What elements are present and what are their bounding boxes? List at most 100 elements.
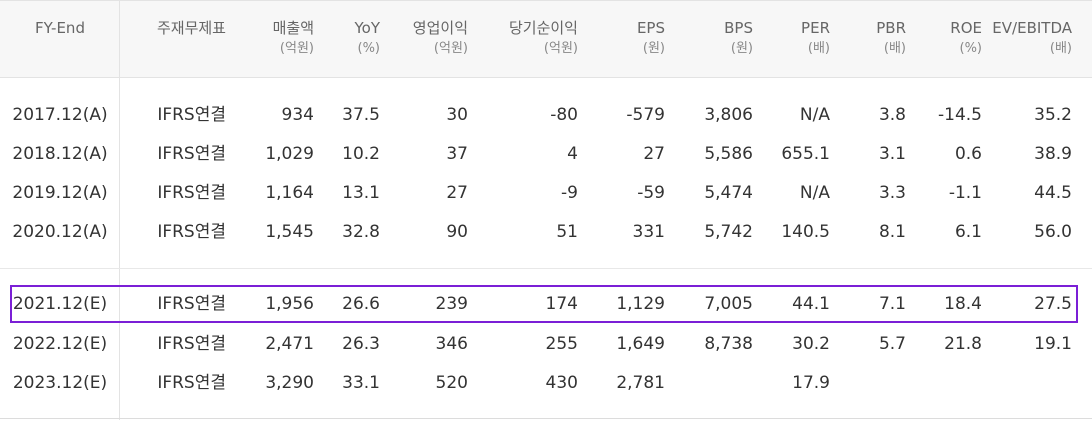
header-operating-income: 영업이익 (억원) (388, 17, 468, 59)
header-unit: (배) (807, 41, 830, 56)
cell-net-income: -9 (561, 183, 578, 203)
cell-statement-type: IFRS연결 (157, 105, 226, 125)
cell-net-income: 430 (545, 373, 578, 393)
cell-yoy: 32.8 (342, 222, 380, 242)
cell-per: 44.1 (792, 294, 830, 314)
table-row: 2019.12(A) IFRS연결 1,164 13.1 27 -9 -59 5… (0, 174, 1092, 212)
cell-roe: 18.4 (944, 294, 982, 314)
header-net-income: 당기순이익 (억원) (478, 17, 578, 59)
cell-fy-end: 2023.12(E) (12, 373, 108, 393)
cell-operating-income: 37 (446, 144, 468, 164)
cell-bps: 3,806 (704, 105, 753, 125)
header-unit: (억원) (433, 41, 468, 56)
cell-ev-ebitda: 19.1 (1034, 334, 1072, 354)
cell-revenue: 1,164 (265, 183, 314, 203)
header-label: 주재무제표 (156, 19, 226, 37)
cell-per: 30.2 (792, 334, 830, 354)
cell-operating-income: 346 (435, 334, 468, 354)
cell-yoy: 37.5 (342, 105, 380, 125)
cell-ev-ebitda: 35.2 (1034, 105, 1072, 125)
cell-pbr: 7.1 (878, 294, 906, 314)
column-divider (119, 0, 120, 420)
cell-operating-income: 27 (446, 183, 468, 203)
cell-net-income: 174 (545, 294, 578, 314)
header-ev-ebitda: EV/EBITDA (배) (990, 17, 1072, 59)
cell-revenue: 1,029 (265, 144, 314, 164)
cell-fy-end: 2020.12(A) (12, 222, 108, 242)
cell-per: 17.9 (792, 373, 830, 393)
cell-eps: -59 (637, 183, 665, 203)
table-row: 2022.12(E) IFRS연결 2,471 26.3 346 255 1,6… (0, 325, 1092, 363)
cell-operating-income: 30 (446, 105, 468, 125)
cell-fy-end: 2018.12(A) (12, 144, 108, 164)
table-row: 2020.12(A) IFRS연결 1,545 32.8 90 51 331 5… (0, 213, 1092, 251)
cell-net-income: 51 (556, 222, 578, 242)
header-label: EV/EBITDA (992, 19, 1072, 37)
cell-fy-end: 2017.12(A) (12, 105, 108, 125)
header-label: 매출액 (272, 19, 314, 37)
cell-yoy: 33.1 (342, 373, 380, 393)
cell-operating-income: 520 (435, 373, 468, 393)
header-unit: (%) (357, 41, 381, 56)
header-label: PBR (876, 19, 906, 37)
cell-roe: -14.5 (938, 105, 982, 125)
cell-pbr: 3.1 (878, 144, 906, 164)
cell-fy-end: 2021.12(E) (12, 294, 108, 314)
cell-eps: 1,129 (616, 294, 665, 314)
table-header: FY-End 주재무제표 매출액 (억원) YoY (%) 영업이익 (억원) … (0, 0, 1092, 78)
cell-fy-end: 2022.12(E) (12, 334, 108, 354)
cell-statement-type: IFRS연결 (157, 294, 226, 314)
cell-revenue: 1,545 (265, 222, 314, 242)
cell-statement-type: IFRS연결 (157, 222, 226, 242)
header-unit: (억원) (543, 41, 578, 56)
cell-yoy: 13.1 (342, 183, 380, 203)
cell-per: 655.1 (781, 144, 830, 164)
header-yoy: YoY (%) (320, 17, 380, 59)
header-unit: (원) (642, 41, 665, 56)
table-bottom-border (0, 418, 1092, 419)
cell-pbr: 5.7 (878, 334, 906, 354)
cell-pbr: 3.8 (878, 105, 906, 125)
cell-operating-income: 239 (435, 294, 468, 314)
cell-per: 140.5 (781, 222, 830, 242)
header-statement-type: 주재무제표 (130, 17, 226, 39)
header-unit: (배) (1049, 41, 1072, 56)
table-row: 2017.12(A) IFRS연결 934 37.5 30 -80 -579 3… (0, 96, 1092, 134)
table-row: 2023.12(E) IFRS연결 3,290 33.1 520 430 2,7… (0, 364, 1092, 402)
cell-yoy: 26.3 (342, 334, 380, 354)
cell-pbr: 8.1 (878, 222, 906, 242)
cell-revenue: 1,956 (265, 294, 314, 314)
table-row-highlighted: 2021.12(E) IFRS연결 1,956 26.6 239 174 1,1… (0, 285, 1092, 323)
header-unit: (억원) (279, 41, 314, 56)
cell-bps: 5,586 (704, 144, 753, 164)
header-revenue: 매출액 (억원) (230, 17, 314, 59)
header-roe: ROE (%) (915, 17, 982, 59)
cell-statement-type: IFRS연결 (157, 144, 226, 164)
cell-statement-type: IFRS연결 (157, 183, 226, 203)
header-label: PER (801, 19, 830, 37)
cell-roe: -1.1 (948, 183, 982, 203)
header-label: BPS (724, 19, 753, 37)
cell-per: N/A (799, 105, 830, 125)
section-divider (0, 268, 1092, 269)
header-unit: (%) (959, 41, 983, 56)
cell-eps: -579 (626, 105, 665, 125)
header-fy-end: FY-End (10, 17, 110, 39)
cell-statement-type: IFRS연결 (157, 334, 226, 354)
header-pbr: PBR (배) (840, 17, 906, 59)
cell-bps: 5,474 (704, 183, 753, 203)
cell-operating-income: 90 (446, 222, 468, 242)
cell-fy-end: 2019.12(A) (12, 183, 108, 203)
cell-eps: 2,781 (616, 373, 665, 393)
header-label: ROE (950, 19, 982, 37)
cell-eps: 27 (643, 144, 665, 164)
cell-revenue: 3,290 (265, 373, 314, 393)
header-label: FY-End (35, 19, 85, 37)
cell-eps: 331 (632, 222, 665, 242)
cell-roe: 0.6 (954, 144, 982, 164)
cell-yoy: 26.6 (342, 294, 380, 314)
table-row: 2018.12(A) IFRS연결 1,029 10.2 37 4 27 5,5… (0, 135, 1092, 173)
cell-ev-ebitda: 44.5 (1034, 183, 1072, 203)
header-label: 영업이익 (412, 19, 468, 37)
